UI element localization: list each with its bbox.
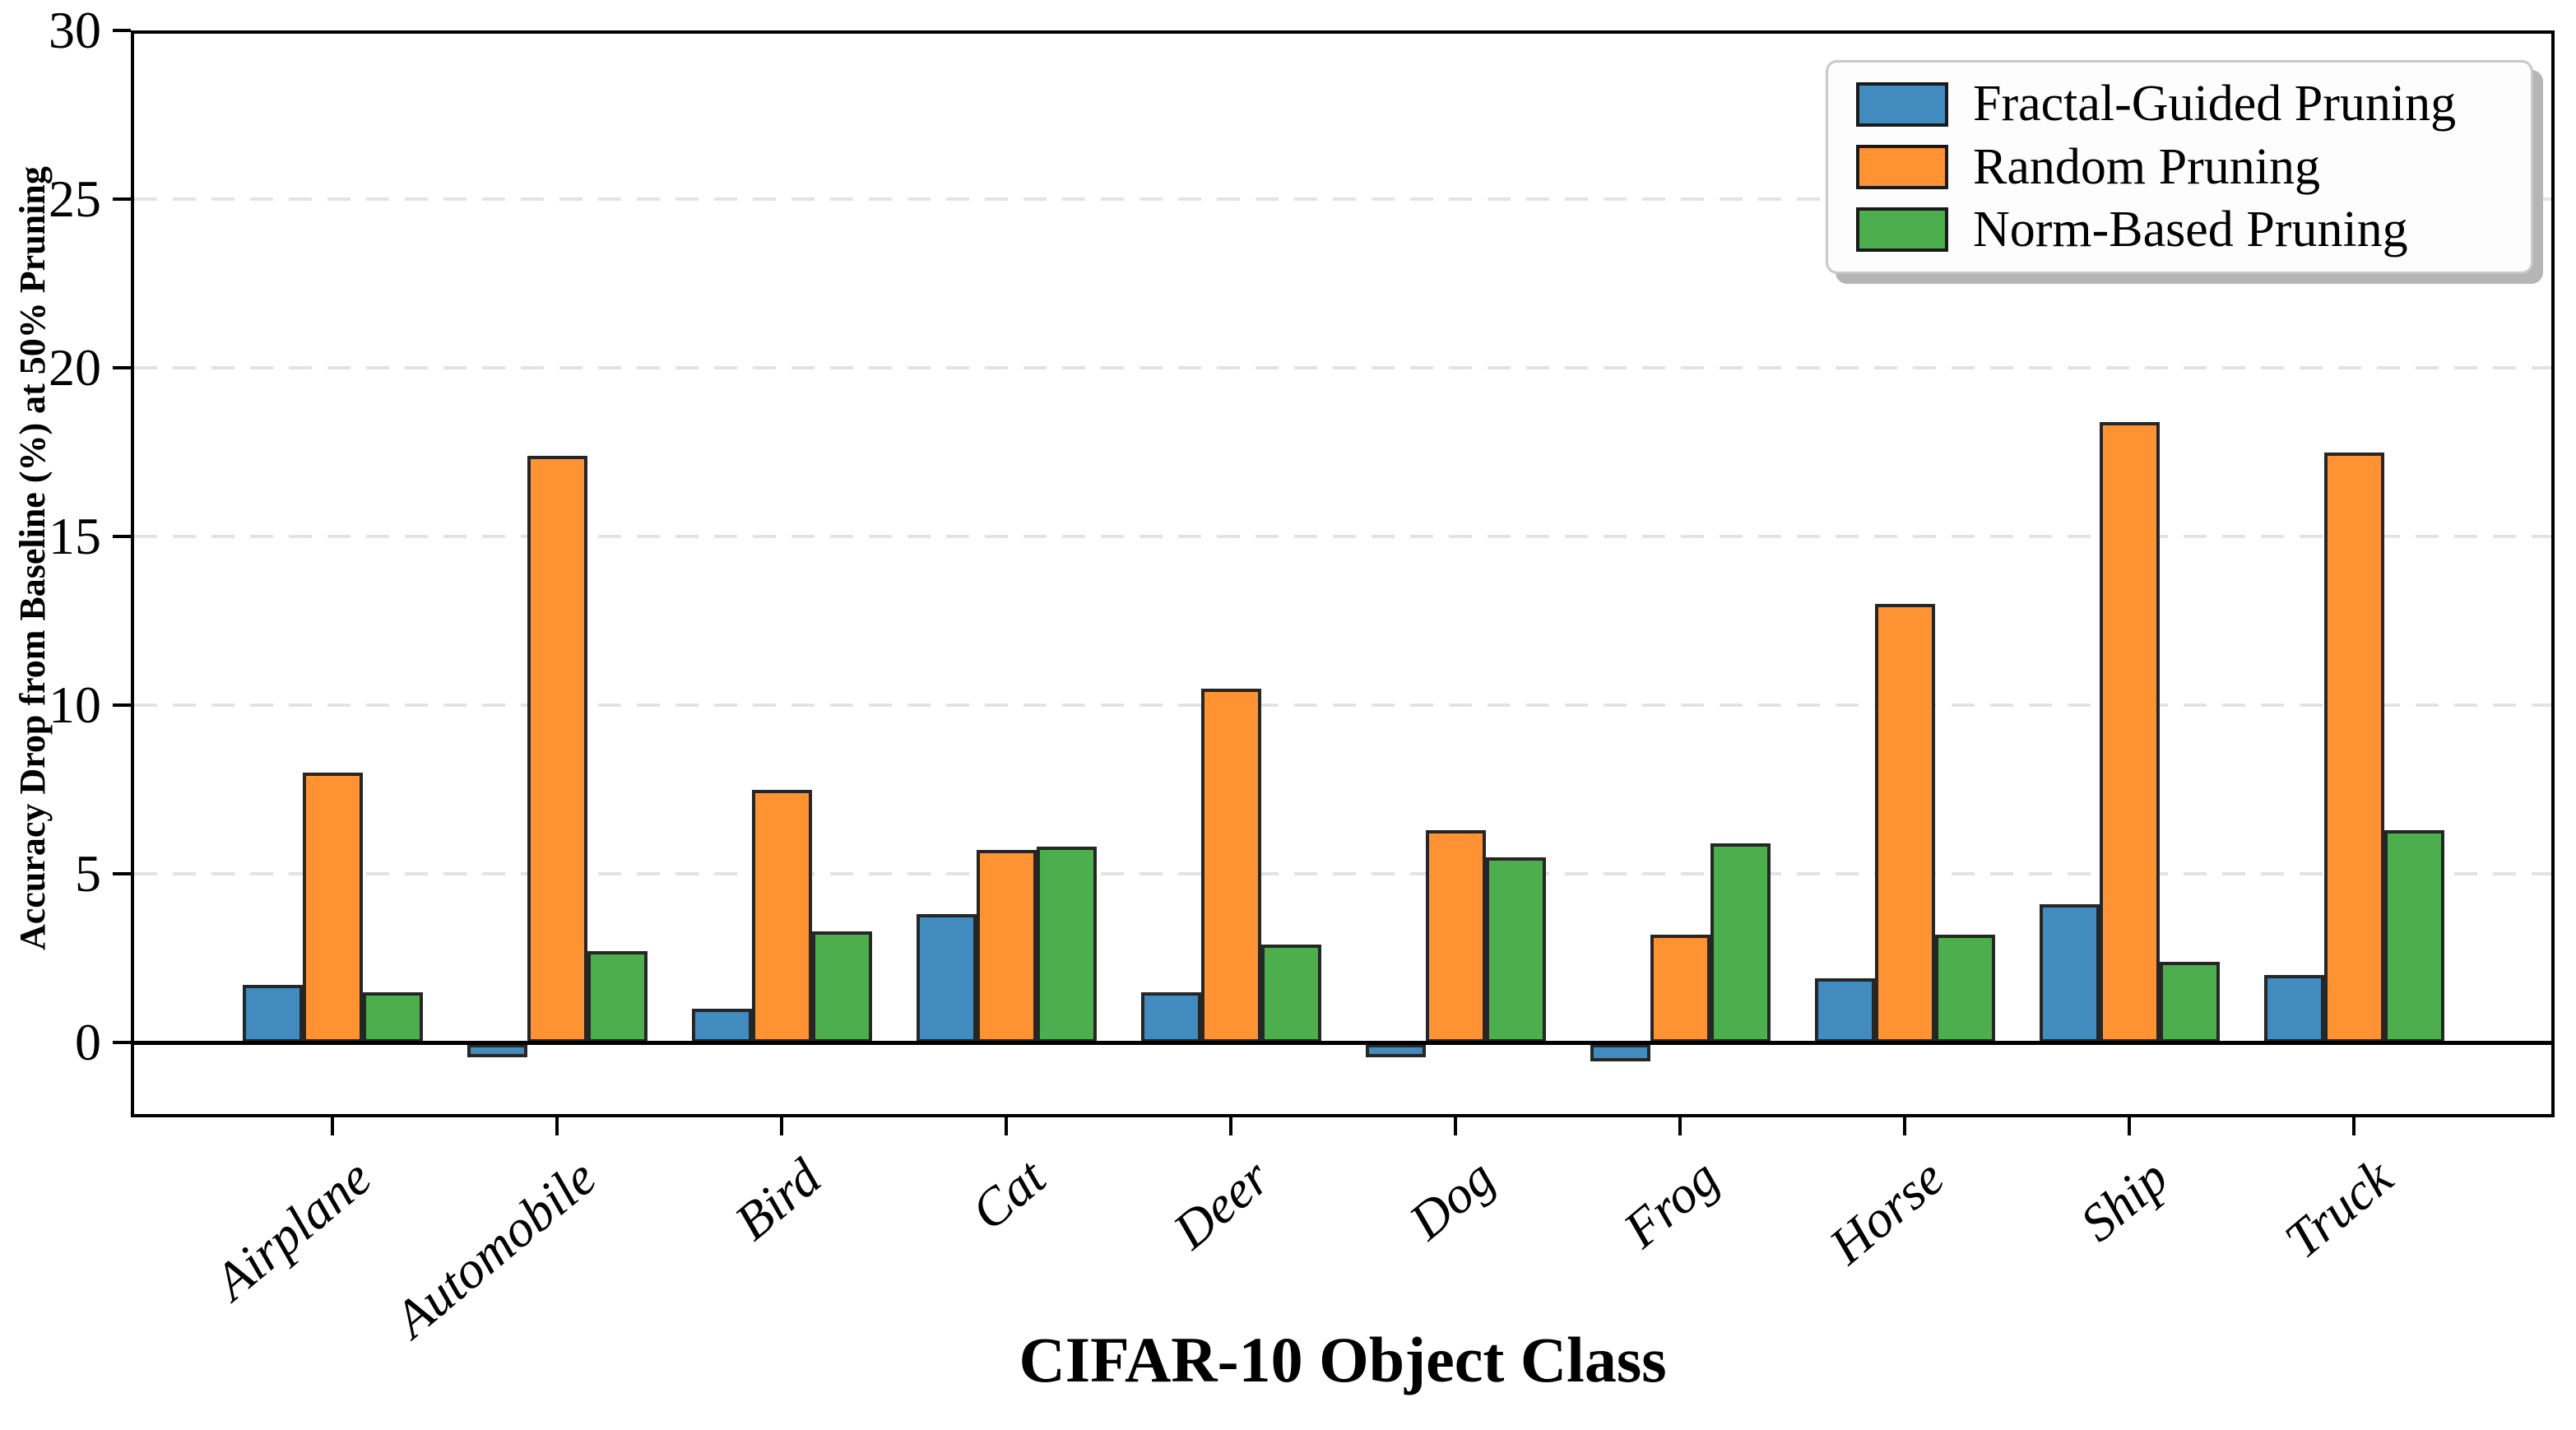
bar-automobile-norm-based-pruning: [587, 951, 647, 1042]
bar-deer-random-pruning: [1200, 688, 1261, 1042]
bar-airplane-fractal-guided-pruning: [242, 985, 303, 1042]
bar-horse-random-pruning: [1874, 604, 1935, 1042]
y-tick-0: [113, 1041, 131, 1044]
y-tick-15: [113, 535, 131, 538]
x-tick-truck: [2352, 1117, 2356, 1135]
x-tick-ship: [2128, 1117, 2131, 1135]
bar-dog-norm-based-pruning: [1485, 857, 1546, 1042]
x-tick-label-deer: Deer: [1162, 1147, 1281, 1261]
legend-swatch-icon: [1856, 207, 1948, 253]
x-tick-label-frog: Frog: [1613, 1147, 1730, 1259]
y-tick-25: [113, 197, 131, 201]
y-tick-20: [113, 366, 131, 369]
bar-deer-norm-based-pruning: [1260, 945, 1321, 1042]
bar-cat-norm-based-pruning: [1036, 847, 1097, 1042]
x-tick-deer: [1229, 1117, 1232, 1135]
y-tick-label-25: 25: [49, 169, 101, 228]
bar-dog-fractal-guided-pruning: [1365, 1044, 1426, 1058]
gridline-y5: [134, 872, 2551, 875]
bar-horse-fractal-guided-pruning: [1814, 978, 1875, 1042]
gridline-y10: [134, 703, 2551, 707]
y-tick-30: [113, 29, 131, 32]
x-tick-label-ship: Ship: [2069, 1147, 2179, 1253]
bar-truck-random-pruning: [2323, 452, 2384, 1042]
x-tick-frog: [1678, 1117, 1682, 1135]
gridline-y20: [134, 366, 2551, 369]
legend-item-fractal-guided-pruning: Fractal-Guided Pruning: [1856, 75, 2503, 133]
bar-ship-fractal-guided-pruning: [2039, 903, 2100, 1042]
x-tick-label-dog: Dog: [1398, 1147, 1506, 1251]
x-tick-label-cat: Cat: [959, 1147, 1056, 1242]
bar-truck-norm-based-pruning: [2383, 829, 2444, 1042]
bar-deer-fractal-guided-pruning: [1140, 991, 1201, 1042]
legend-label: Random Pruning: [1973, 138, 2320, 195]
x-tick-airplane: [331, 1117, 334, 1135]
zero-baseline: [131, 1041, 2555, 1045]
bar-horse-norm-based-pruning: [1934, 934, 1995, 1042]
y-tick-label-30: 30: [49, 1, 101, 59]
x-tick-automobile: [555, 1117, 559, 1135]
y-tick-label-10: 10: [49, 676, 101, 734]
legend-swatch-icon: [1856, 81, 1948, 127]
bar-ship-norm-based-pruning: [2159, 961, 2220, 1042]
bar-frog-fractal-guided-pruning: [1590, 1044, 1650, 1061]
x-tick-dog: [1454, 1117, 1457, 1135]
bar-bird-norm-based-pruning: [811, 931, 872, 1042]
bar-airplane-norm-based-pruning: [362, 991, 423, 1042]
bar-cat-fractal-guided-pruning: [916, 914, 977, 1042]
gridline-y15: [134, 535, 2551, 538]
legend-item-norm-based-pruning: Norm-Based Pruning: [1856, 201, 2503, 259]
legend-swatch-icon: [1856, 145, 1948, 189]
x-tick-bird: [780, 1117, 783, 1135]
bar-cat-random-pruning: [976, 850, 1037, 1042]
y-axis-title: Accuracy Drop from Baseline (%) at 50% P…: [12, 166, 53, 950]
y-tick-5: [113, 872, 131, 875]
legend-label: Fractal-Guided Pruning: [1973, 76, 2457, 132]
gridline-y25: [134, 197, 2551, 201]
legend-item-random-pruning: Random Pruning: [1856, 138, 2503, 197]
legend-label: Norm-Based Pruning: [1973, 201, 2408, 258]
x-tick-label-airplane: Airplane: [203, 1147, 383, 1312]
bar-frog-random-pruning: [1650, 934, 1710, 1042]
y-tick-label-0: 0: [75, 1013, 101, 1071]
y-tick-10: [113, 703, 131, 707]
bar-ship-random-pruning: [2099, 421, 2160, 1042]
bar-bird-fractal-guided-pruning: [691, 1009, 752, 1042]
x-tick-label-automobile: Automobile: [383, 1147, 607, 1349]
y-tick-label-5: 5: [75, 844, 101, 903]
bar-frog-norm-based-pruning: [1710, 843, 1771, 1042]
bar-truck-fractal-guided-pruning: [2263, 975, 2324, 1042]
bar-dog-random-pruning: [1425, 829, 1486, 1042]
bar-automobile-fractal-guided-pruning: [466, 1044, 527, 1058]
legend: Fractal-Guided Pruning Random Pruning Norm…: [1826, 60, 2533, 274]
x-tick-horse: [1903, 1117, 1906, 1135]
bar-bird-random-pruning: [751, 789, 812, 1042]
x-tick-label-truck: Truck: [2273, 1147, 2404, 1270]
x-axis-title: CIFAR-10 Object Class: [1019, 1324, 1667, 1395]
x-tick-label-bird: Bird: [723, 1147, 832, 1251]
y-tick-label-15: 15: [49, 507, 101, 565]
y-tick-label-20: 20: [49, 338, 101, 397]
x-tick-label-horse: Horse: [1817, 1147, 1955, 1275]
bar-airplane-random-pruning: [302, 773, 363, 1042]
bar-automobile-random-pruning: [527, 455, 587, 1042]
x-tick-cat: [1005, 1117, 1008, 1135]
